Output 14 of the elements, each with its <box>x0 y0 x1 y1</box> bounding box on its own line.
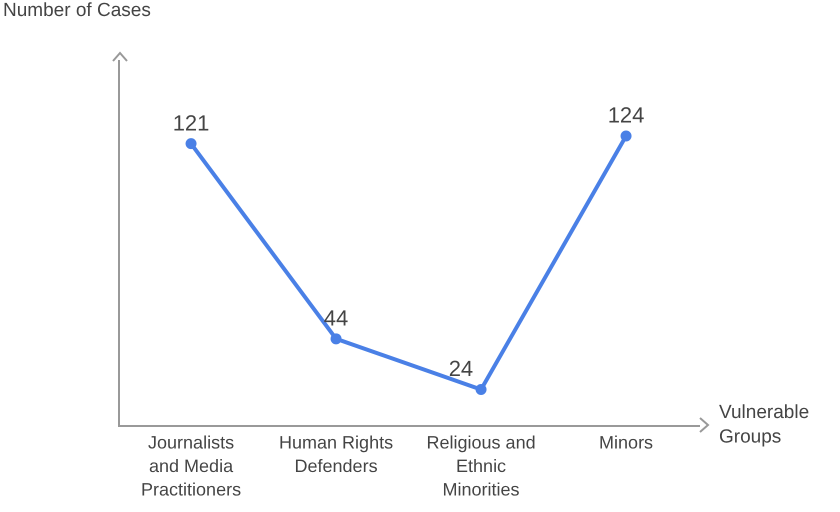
point <box>620 130 632 142</box>
x-tick-label: Journalists and Media Practitioners <box>141 432 242 500</box>
point <box>186 138 197 150</box>
x-tick-label: Human Rights Defenders <box>279 432 394 476</box>
data-label: 44 <box>324 305 348 330</box>
data-label: 124 <box>608 102 644 128</box>
point <box>330 333 342 344</box>
x-tick-label: Minors <box>599 432 654 453</box>
y-axis-title: Number of Cases <box>3 0 151 21</box>
point <box>476 384 487 396</box>
x-tick-label: Religious and Ethnic Minorities <box>426 432 536 500</box>
data-label: 24 <box>448 356 474 382</box>
data-label: 121 <box>172 110 210 136</box>
x-axis-title: Vulnerable Groups <box>719 402 810 448</box>
